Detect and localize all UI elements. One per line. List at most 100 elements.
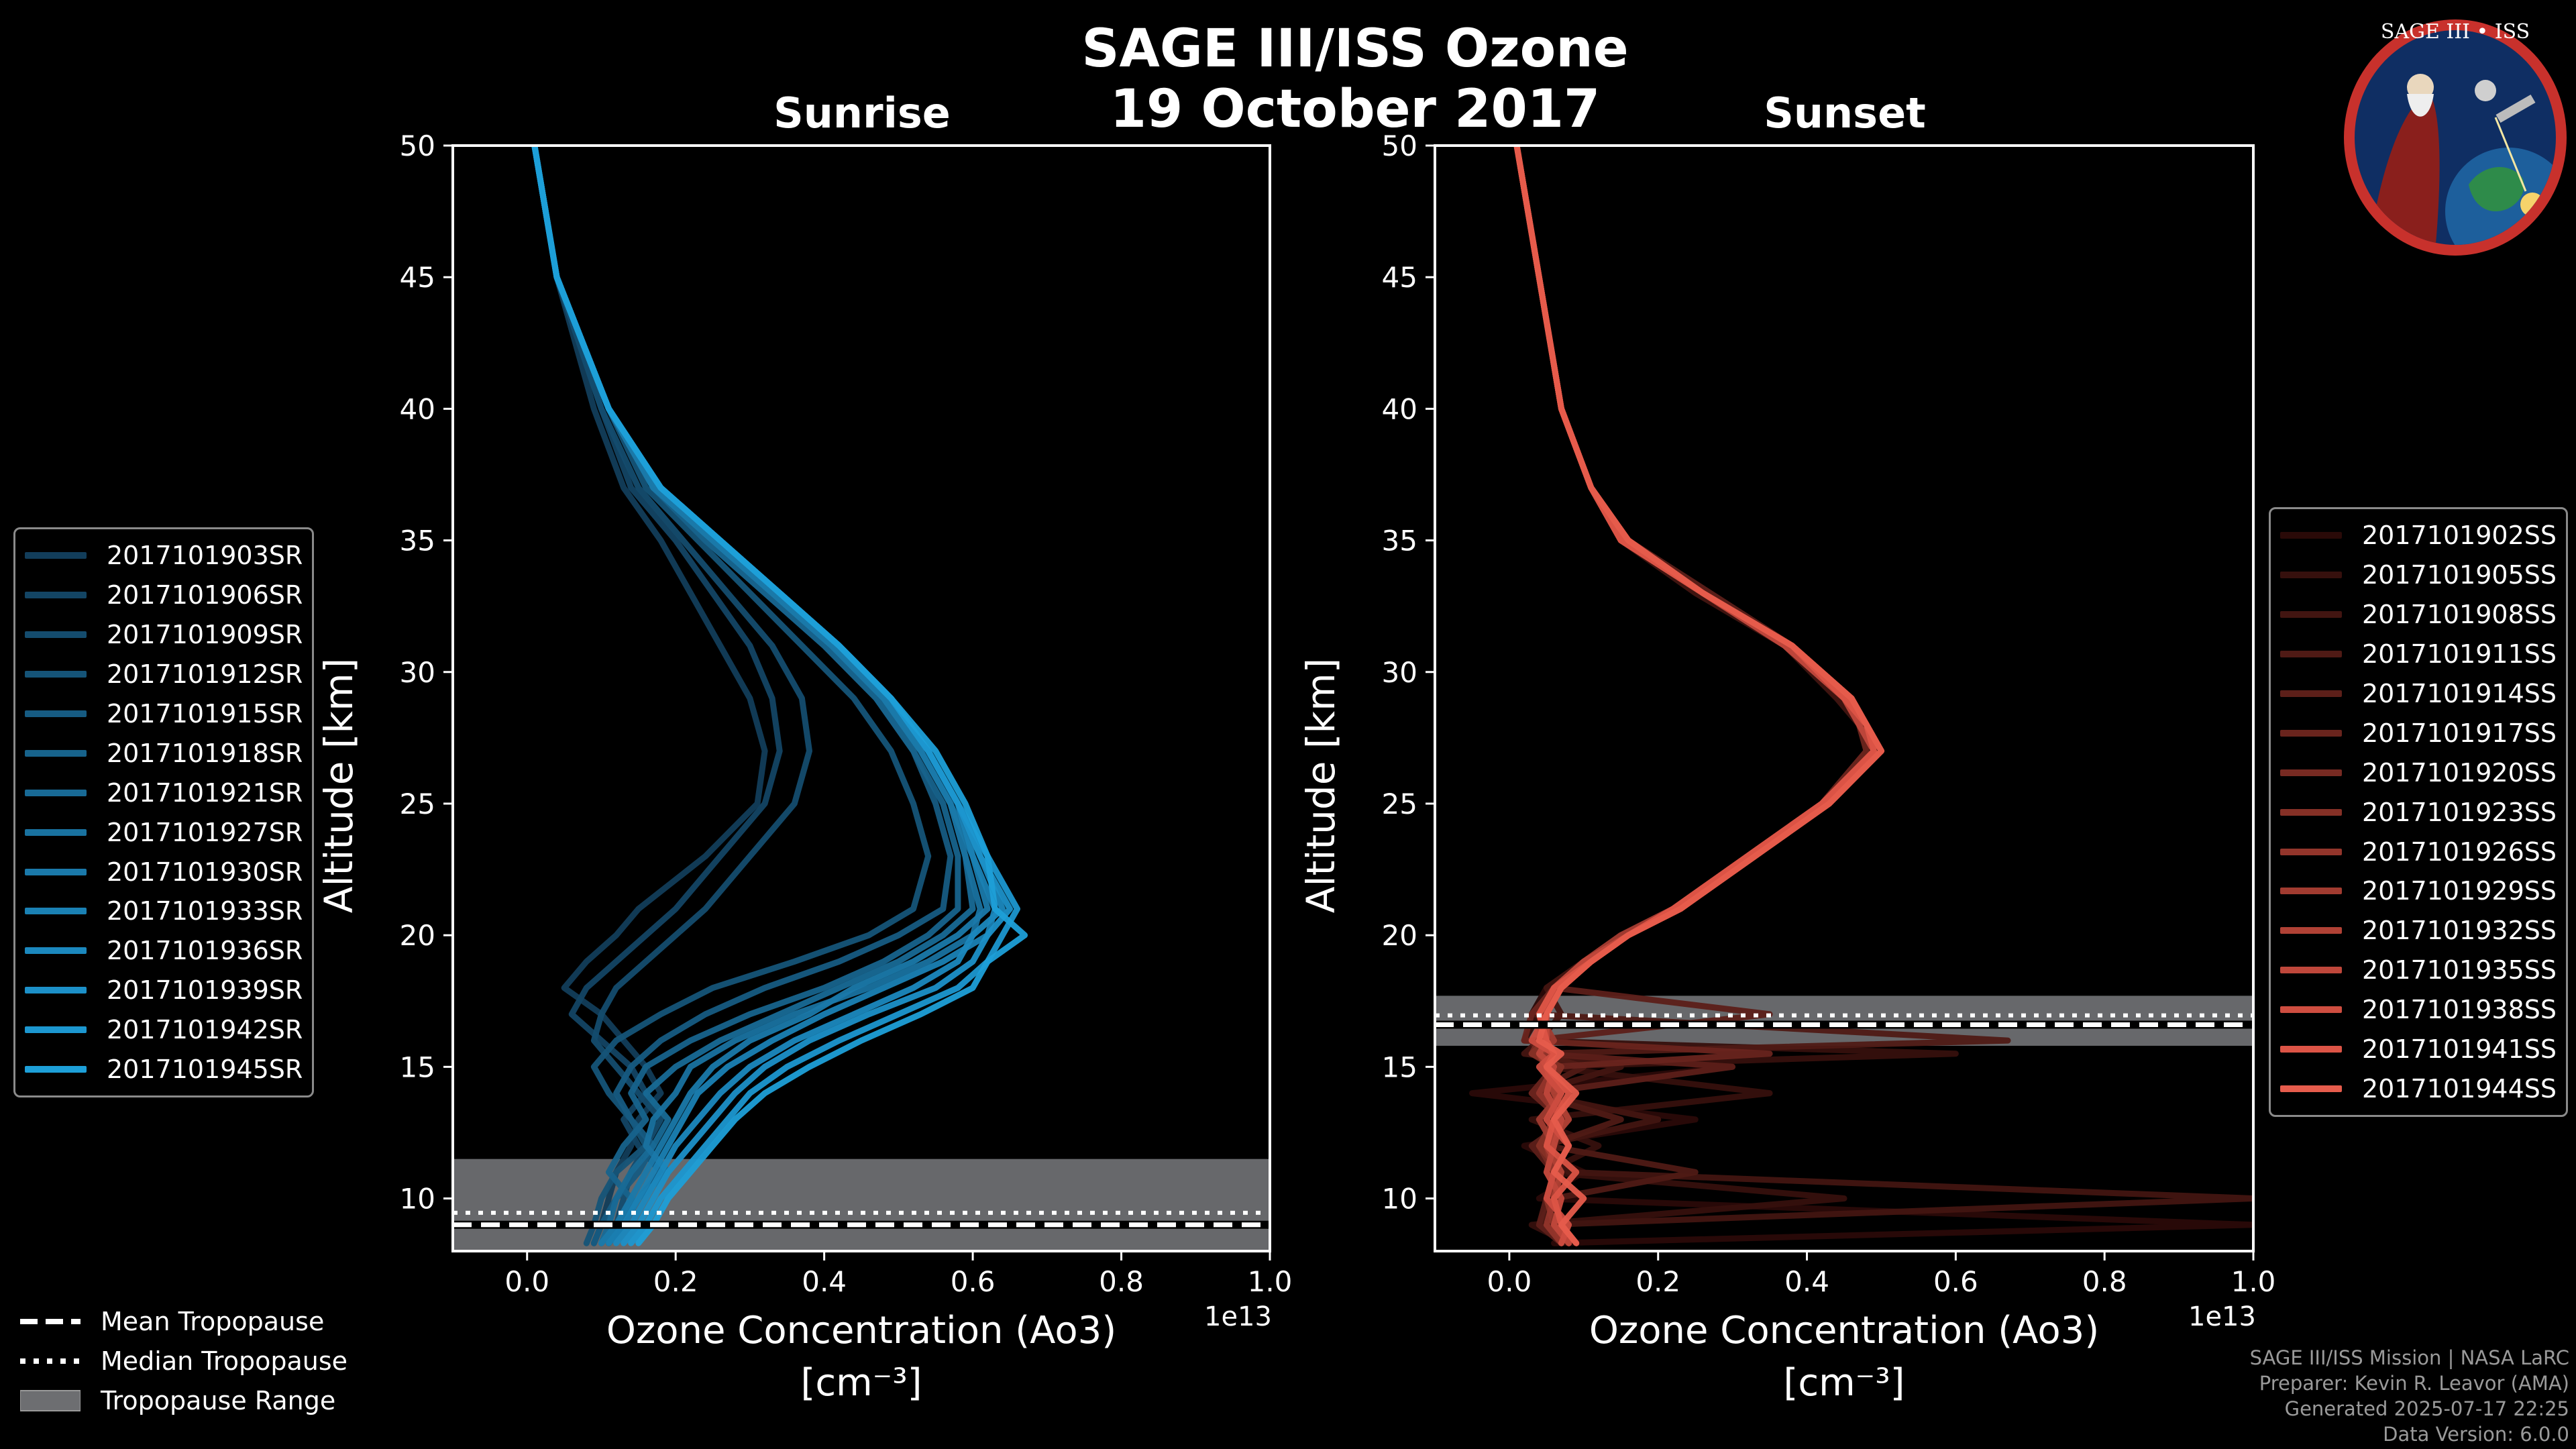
sunrise-legend-item: 2017101927SR [25,812,303,852]
sunset-legend: 2017101902SS 2017101905SS 2017101908SS 2017… [2269,507,2569,1118]
sunrise-series-2017101918SR [531,146,961,1246]
figure-title: SAGE III/ISS Ozone [1081,19,1629,79]
sunset-y-tick-label: 10 [1382,1183,1417,1216]
sunrise-legend-swatch [25,671,87,678]
sunset-legend-swatch [2280,572,2342,579]
sunrise-legend-label: 2017101918SR [107,738,303,768]
sunset-legend-swatch [2280,611,2342,619]
sunset-legend-label: 2017101926SS [2362,837,2557,867]
sunset-legend-swatch [2280,729,2342,737]
sunset-legend-item: 2017101908SS [2280,595,2557,635]
sunrise-y-tick-label: 35 [400,525,435,557]
sunset-legend-swatch [2280,532,2342,539]
sunset-legend-swatch [2280,808,2342,816]
sunrise-series-lines [531,146,1028,1246]
sunset-y-tick-label: 35 [1382,525,1417,557]
sunset-y-tick-label: 20 [1382,919,1417,952]
sunrise-legend-item: 2017101942SR [25,1010,303,1050]
sunrise-legend-label: 2017101942SR [107,1015,303,1045]
sunrise-legend-swatch [25,828,87,836]
sunrise-legend-swatch [25,868,87,875]
sunset-legend-label: 2017101911SS [2362,639,2557,669]
sunrise-plot-area: 0.0 0.2 0.4 0.6 0.8 1.0 10 15 20 25 30 35 40 45 50 Ozon… [316,129,1292,1405]
sunset-x-axis-label: Ozone Concentration (Ao3) [1589,1309,2099,1352]
sunset-legend-label: 2017101944SS [2362,1073,2557,1104]
sunrise-series-2017101906SR [531,146,783,1246]
sunrise-y-tick-label: 25 [400,788,435,820]
sunrise-legend-label: 2017101927SR [107,817,303,847]
sunrise-x-axis-label: Ozone Concentration (Ao3) [606,1309,1116,1352]
sunrise-legend-label: 2017101906SR [107,580,303,610]
sunrise-legend-swatch [25,987,87,994]
badge-top-text: SAGE III • ISS [2381,20,2530,44]
sunset-x-tick-label: 1.0 [2231,1265,2276,1298]
sunset-legend-swatch [2280,967,2342,974]
footer-preparer: Preparer: Kevin R. Leavor (AMA) [2259,1372,2569,1395]
sunrise-series-2017101942SR [531,146,1020,1246]
sunset-legend-item: 2017101932SS [2280,911,2557,951]
sunset-x-scale-label: 1e13 [2188,1301,2256,1332]
sunrise-legend-swatch [25,1026,87,1034]
sunset-legend-swatch [2280,769,2342,776]
sunset-legend-item: 2017101914SS [2280,674,2557,714]
sunset-legend-label: 2017101929SS [2362,876,2557,906]
sunrise-legend-item: 2017101936SR [25,931,303,971]
sunset-y-axis-label: Altitude [km] [1298,658,1344,913]
sunset-legend-label: 2017101908SS [2362,600,2557,630]
footer-credits: SAGE III/ISS Mission | NASA LaRC Prepare… [2250,1345,2569,1447]
sunset-series-2017101914SS [1513,146,1877,1246]
sunrise-legend-swatch [25,552,87,559]
sunrise-panel-title: Sunrise [773,89,951,138]
sage-iii-iss-mission-badge-icon: SAGE III • ISS [2344,19,2567,256]
sunset-legend-label: 2017101914SS [2362,679,2557,708]
sunrise-legend-swatch [25,592,87,599]
sunset-y-tick-label: 45 [1382,261,1417,294]
sunrise-legend-item: 2017101918SR [25,733,303,773]
sunrise-x-tick-label: 0.8 [1099,1265,1144,1298]
sunset-x-tick-label: 0.4 [1784,1265,1829,1298]
sunset-series-2017101923SS [1513,146,1877,1246]
dashed-line-icon [20,1318,80,1324]
sunrise-legend-label: 2017101915SR [107,699,303,729]
sunset-legend-label: 2017101902SS [2362,521,2557,551]
footer-mission: SAGE III/ISS Mission | NASA LaRC [2249,1346,2569,1369]
sunset-series-2017101944SS [1513,146,1884,1246]
sunrise-legend-swatch [25,1066,87,1073]
sunset-legend-swatch [2280,927,2342,934]
sunrise-series-2017101945SR [531,146,1028,1246]
sunrise-legend-item: 2017101915SR [25,694,303,734]
sunset-legend-label: 2017101920SS [2362,757,2557,788]
sunset-x-tick-label: 0.2 [1635,1265,1680,1298]
sunrise-legend-label: 2017101933SR [107,896,303,926]
sunrise-y-tick-label: 10 [400,1183,435,1216]
sunset-legend-item: 2017101929SS [2280,871,2557,911]
sunset-series-2017101935SS [1513,146,1877,1246]
sunrise-tropopause-range [453,1159,1270,1251]
sunrise-legend-item: 2017101939SR [25,971,303,1010]
sunrise-legend-label: 2017101909SR [107,620,303,650]
sunrise-x-scale-label: 1e13 [1204,1301,1272,1332]
sunset-panel-title: Sunset [1764,89,1926,138]
sunset-plot-area: 0.0 0.2 0.4 0.6 0.8 1.0 10 15 20 25 30 35 40 45 50 Ozon… [1298,129,2275,1405]
sunset-legend-item: 2017101935SS [2280,951,2557,990]
sunrise-legend-item: 2017101933SR [25,892,303,931]
gray-band-icon [20,1389,80,1411]
sunset-legend-swatch [2280,1085,2342,1092]
sunset-axes-frame [1434,144,2255,1252]
sunset-legend-label: 2017101935SS [2362,955,2557,985]
sunset-legend-item: 2017101923SS [2280,792,2557,832]
sunrise-legend-swatch [25,947,87,955]
sunrise-x-axis-unit: [cm⁻³] [800,1361,922,1405]
sunrise-x-tick-label: 0.2 [653,1265,698,1298]
sunset-x-tick-label: 0.6 [1933,1265,1978,1298]
sunrise-series-2017101903SR [531,146,768,1246]
sunset-legend-swatch [2280,651,2342,658]
sunset-legend-item: 2017101917SS [2280,713,2557,753]
sunset-legend-label: 2017101941SS [2362,1034,2557,1065]
sunset-legend-item: 2017101926SS [2280,832,2557,871]
dotted-line-icon [20,1358,80,1364]
sunset-legend-swatch [2280,690,2342,697]
sunrise-legend-swatch [25,749,87,757]
sunset-y-tick-label: 40 [1382,392,1417,425]
